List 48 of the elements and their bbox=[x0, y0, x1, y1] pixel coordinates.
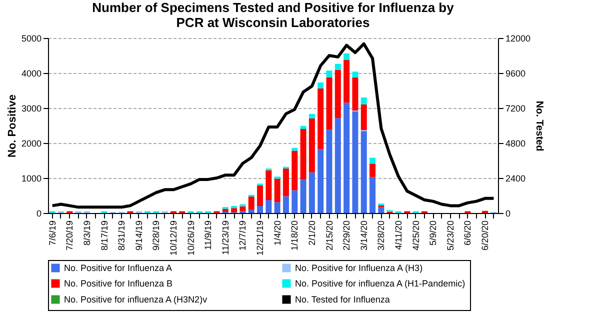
x-tick-label: 3/14/20 bbox=[358, 220, 369, 251]
x-tick-label: 8/31/19 bbox=[116, 220, 127, 251]
x-tick-label: 2/15/20 bbox=[324, 220, 334, 251]
y-tick-label: 5000 bbox=[21, 34, 42, 44]
y-tick-label: 1000 bbox=[21, 174, 42, 184]
x-tick-label: 12/7/19 bbox=[238, 220, 248, 251]
legend-label: No. Tested for Influenza bbox=[295, 294, 390, 304]
y2-tick-label: 9600 bbox=[506, 68, 526, 78]
x-tick-label: 3/28/20 bbox=[376, 220, 386, 251]
text: Number of Specimens Tested and Positive for Influenza by bbox=[92, 0, 454, 15]
x-tick-label: 1/18/20 bbox=[290, 220, 300, 251]
legend-label: No. Positive for Influenza B bbox=[64, 278, 173, 288]
legend-label: No. Positive for Influenza A (H3) bbox=[295, 262, 423, 273]
x-tick-label: 6/20/20 bbox=[480, 220, 490, 251]
legend-label: No. Positive for Influenza A bbox=[64, 262, 172, 273]
y2-tick-label: 12000 bbox=[506, 34, 531, 44]
x-tick-label: 8/17/19 bbox=[99, 220, 110, 251]
x-tick-label: 5/9/20 bbox=[428, 220, 438, 246]
x-tick-label: 4/11/20 bbox=[393, 220, 404, 250]
x-tick-label: 12/21/19 bbox=[255, 220, 266, 256]
x-tick-label: 8/3/19 bbox=[82, 220, 92, 246]
legend-label: No. Positive for influenza A (H3N2)v bbox=[64, 294, 208, 304]
x-tick-label: 10/12/19 bbox=[168, 220, 178, 256]
y2-axis-title: No. Tested bbox=[534, 100, 545, 152]
y-tick-label: 0 bbox=[36, 208, 42, 218]
y-tick-label: 3000 bbox=[21, 104, 42, 114]
y-tick-label: 4000 bbox=[21, 68, 42, 78]
x-tick-label: 11/9/19 bbox=[203, 220, 214, 250]
x-tick-label: 10/26/19 bbox=[186, 220, 196, 256]
x-tick-label: 4/25/20 bbox=[410, 220, 421, 251]
x-tick-label: 9/28/19 bbox=[151, 220, 162, 251]
y2-tick-label: 4800 bbox=[506, 138, 526, 148]
y2-tick-label: 0 bbox=[506, 208, 511, 218]
x-tick-label: 11/23/19 bbox=[220, 220, 230, 255]
x-tick-label: 7/6/19 bbox=[47, 220, 58, 246]
y2-tick-label: 2400 bbox=[506, 174, 526, 184]
x-tick-label: 5/23/20 bbox=[445, 220, 456, 251]
y2-tick-label: 7200 bbox=[506, 104, 526, 114]
x-tick-label: 1/4/20 bbox=[272, 220, 282, 246]
y-axis-title: No. Positive bbox=[6, 94, 18, 158]
x-tick-label: 6/6/20 bbox=[462, 220, 473, 246]
x-tick-label: 2/1/20 bbox=[306, 220, 317, 246]
x-tick-label: 9/14/19 bbox=[134, 220, 144, 251]
x-tick-label: 2/29/20 bbox=[342, 220, 352, 251]
text: PCR at Wisconsin Laboratories bbox=[176, 15, 370, 30]
legend-label: No. Positive for influenza A (H1-Pandemic) bbox=[295, 278, 466, 288]
x-tick-label: 7/20/19 bbox=[64, 220, 75, 251]
y-tick-label: 2000 bbox=[21, 138, 42, 148]
